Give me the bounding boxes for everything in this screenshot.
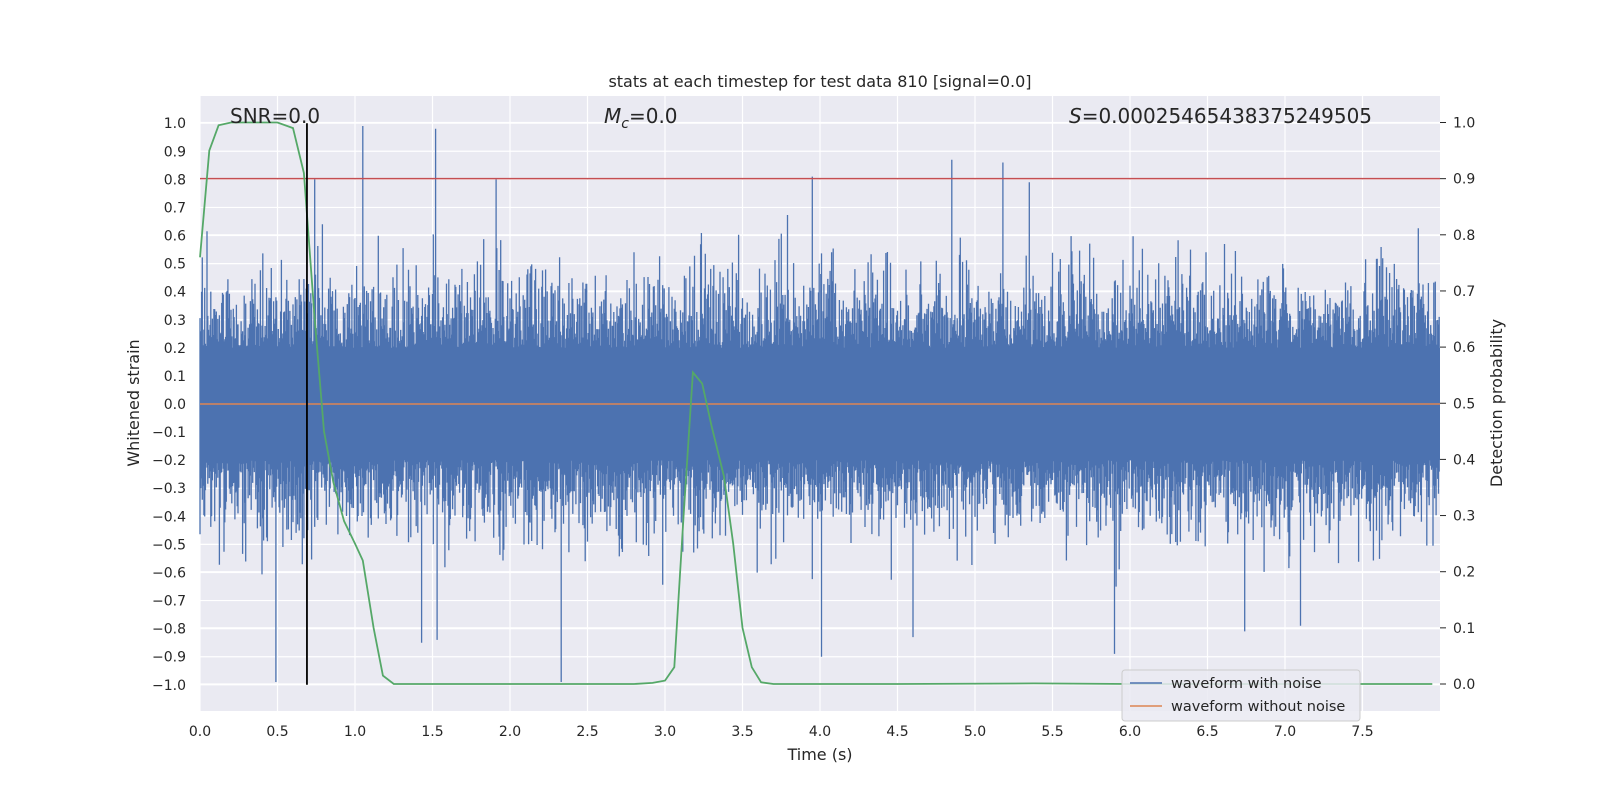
y-right-tick-label-5: 0.5 (1453, 396, 1475, 412)
y-right-tick-label-9: 0.9 (1453, 172, 1475, 188)
x-tick-label-1: 0.5 (266, 724, 288, 740)
legend-box (1121, 669, 1361, 722)
x-tick-label-0: 0.0 (189, 724, 211, 740)
y-axis-label-right: Detection probability (1487, 319, 1506, 487)
y-right-tick-label-3: 0.3 (1453, 509, 1475, 525)
y-tick-label-6: −0.4 (152, 509, 186, 525)
y-axis-ticks-left: −1.0 −0.9 −0.8 −0.7 −0.6 −0.5 −0.4 −0.3 −0.2 −0.1… (152, 116, 186, 694)
legend-entry-clean: waveform without noise (1171, 699, 1345, 715)
y-tick-label-19: 0.9 (164, 144, 186, 160)
x-tick-label-11: 5.5 (1041, 724, 1063, 740)
y-tick-label-8: −0.2 (152, 453, 186, 469)
y-right-tick-label-2: 0.2 (1453, 565, 1475, 581)
y-tick-label-17: 0.7 (164, 200, 186, 216)
legend: waveform with noise waveform without noi… (1121, 669, 1361, 722)
s-statistic-symbol: S (1069, 104, 1082, 128)
y-right-tick-label-7: 0.7 (1453, 284, 1475, 300)
y-tick-label-11: 0.1 (164, 369, 186, 385)
y-tick-label-14: 0.4 (164, 285, 186, 301)
y-axis-ticks-right: 0.0 0.1 0.2 0.3 0.4 0.5 0.6 0.7 0.8 0.9 1.0 (1440, 116, 1475, 693)
y-right-tick-label-0: 0.0 (1453, 677, 1475, 693)
s-statistic-value: =0.00025465438375249505 (1082, 104, 1372, 128)
x-tick-label-14: 7.0 (1274, 724, 1296, 740)
y-right-tick-label-8: 0.8 (1453, 228, 1475, 244)
y-tick-label-18: 0.8 (164, 172, 186, 188)
y-tick-label-3: −0.7 (152, 594, 186, 610)
probability-trace (199, 121, 1433, 685)
x-axis-label: Time (s) (786, 745, 852, 764)
s-statistic-annotation: S=0.00025465438375249505 (1069, 104, 1372, 128)
y-tick-label-5: −0.5 (152, 537, 186, 553)
snr-annotation: SNR=0.0 (230, 104, 320, 128)
chart-title: stats at each timestep for test data 810… (608, 72, 1031, 91)
x-tick-label-6: 3.0 (654, 724, 676, 740)
x-tick-label-4: 2.0 (499, 724, 521, 740)
x-tick-label-5: 2.5 (576, 724, 598, 740)
y-right-tick-label-10: 1.0 (1453, 116, 1475, 132)
chirp-mass-value: =0.0 (629, 104, 678, 128)
y-tick-label-15: 0.5 (164, 257, 186, 273)
y-right-tick-label-6: 0.6 (1453, 340, 1475, 356)
y-tick-label-1: −0.9 (152, 650, 186, 666)
y-tick-label-20: 1.0 (164, 116, 186, 132)
chirp-mass-symbol: M (604, 104, 621, 128)
x-tick-label-7: 3.5 (731, 724, 753, 740)
y-tick-label-7: −0.3 (152, 481, 186, 497)
y-tick-label-4: −0.6 (152, 565, 186, 581)
x-tick-label-3: 1.5 (421, 724, 443, 740)
x-tick-label-8: 4.0 (809, 724, 831, 740)
y-tick-label-2: −0.8 (152, 622, 186, 638)
y-tick-label-9: −0.1 (152, 425, 186, 441)
x-tick-label-2: 1.0 (344, 724, 366, 740)
y-tick-label-10: 0.0 (164, 397, 186, 413)
y-tick-label-12: 0.2 (164, 341, 186, 357)
x-tick-label-10: 5.0 (964, 724, 986, 740)
x-tick-label-15: 7.5 (1351, 724, 1373, 740)
x-tick-label-13: 6.5 (1196, 724, 1218, 740)
x-axis-ticks: 0.0 0.5 1.0 1.5 2.0 2.5 3.0 3.5 4.0 4.5 5.0 5.5 6.0 6… (189, 724, 1374, 740)
detection-probability-series (199, 121, 1433, 685)
legend-entry-noise: waveform with noise (1171, 676, 1322, 692)
x-tick-label-9: 4.5 (886, 724, 908, 740)
chirp-mass-annotation: Mc=0.0 (604, 104, 678, 132)
y-tick-label-0: −1.0 (152, 678, 186, 694)
y-tick-label-16: 0.6 (164, 229, 186, 245)
y-right-tick-label-4: 0.4 (1453, 452, 1475, 468)
y-axis-label-left: Whitened strain (124, 339, 143, 466)
x-tick-label-12: 6.0 (1119, 724, 1141, 740)
chirp-mass-subscript: c (621, 116, 629, 132)
y-tick-label-13: 0.3 (164, 313, 186, 329)
y-right-tick-label-1: 0.1 (1453, 621, 1475, 637)
